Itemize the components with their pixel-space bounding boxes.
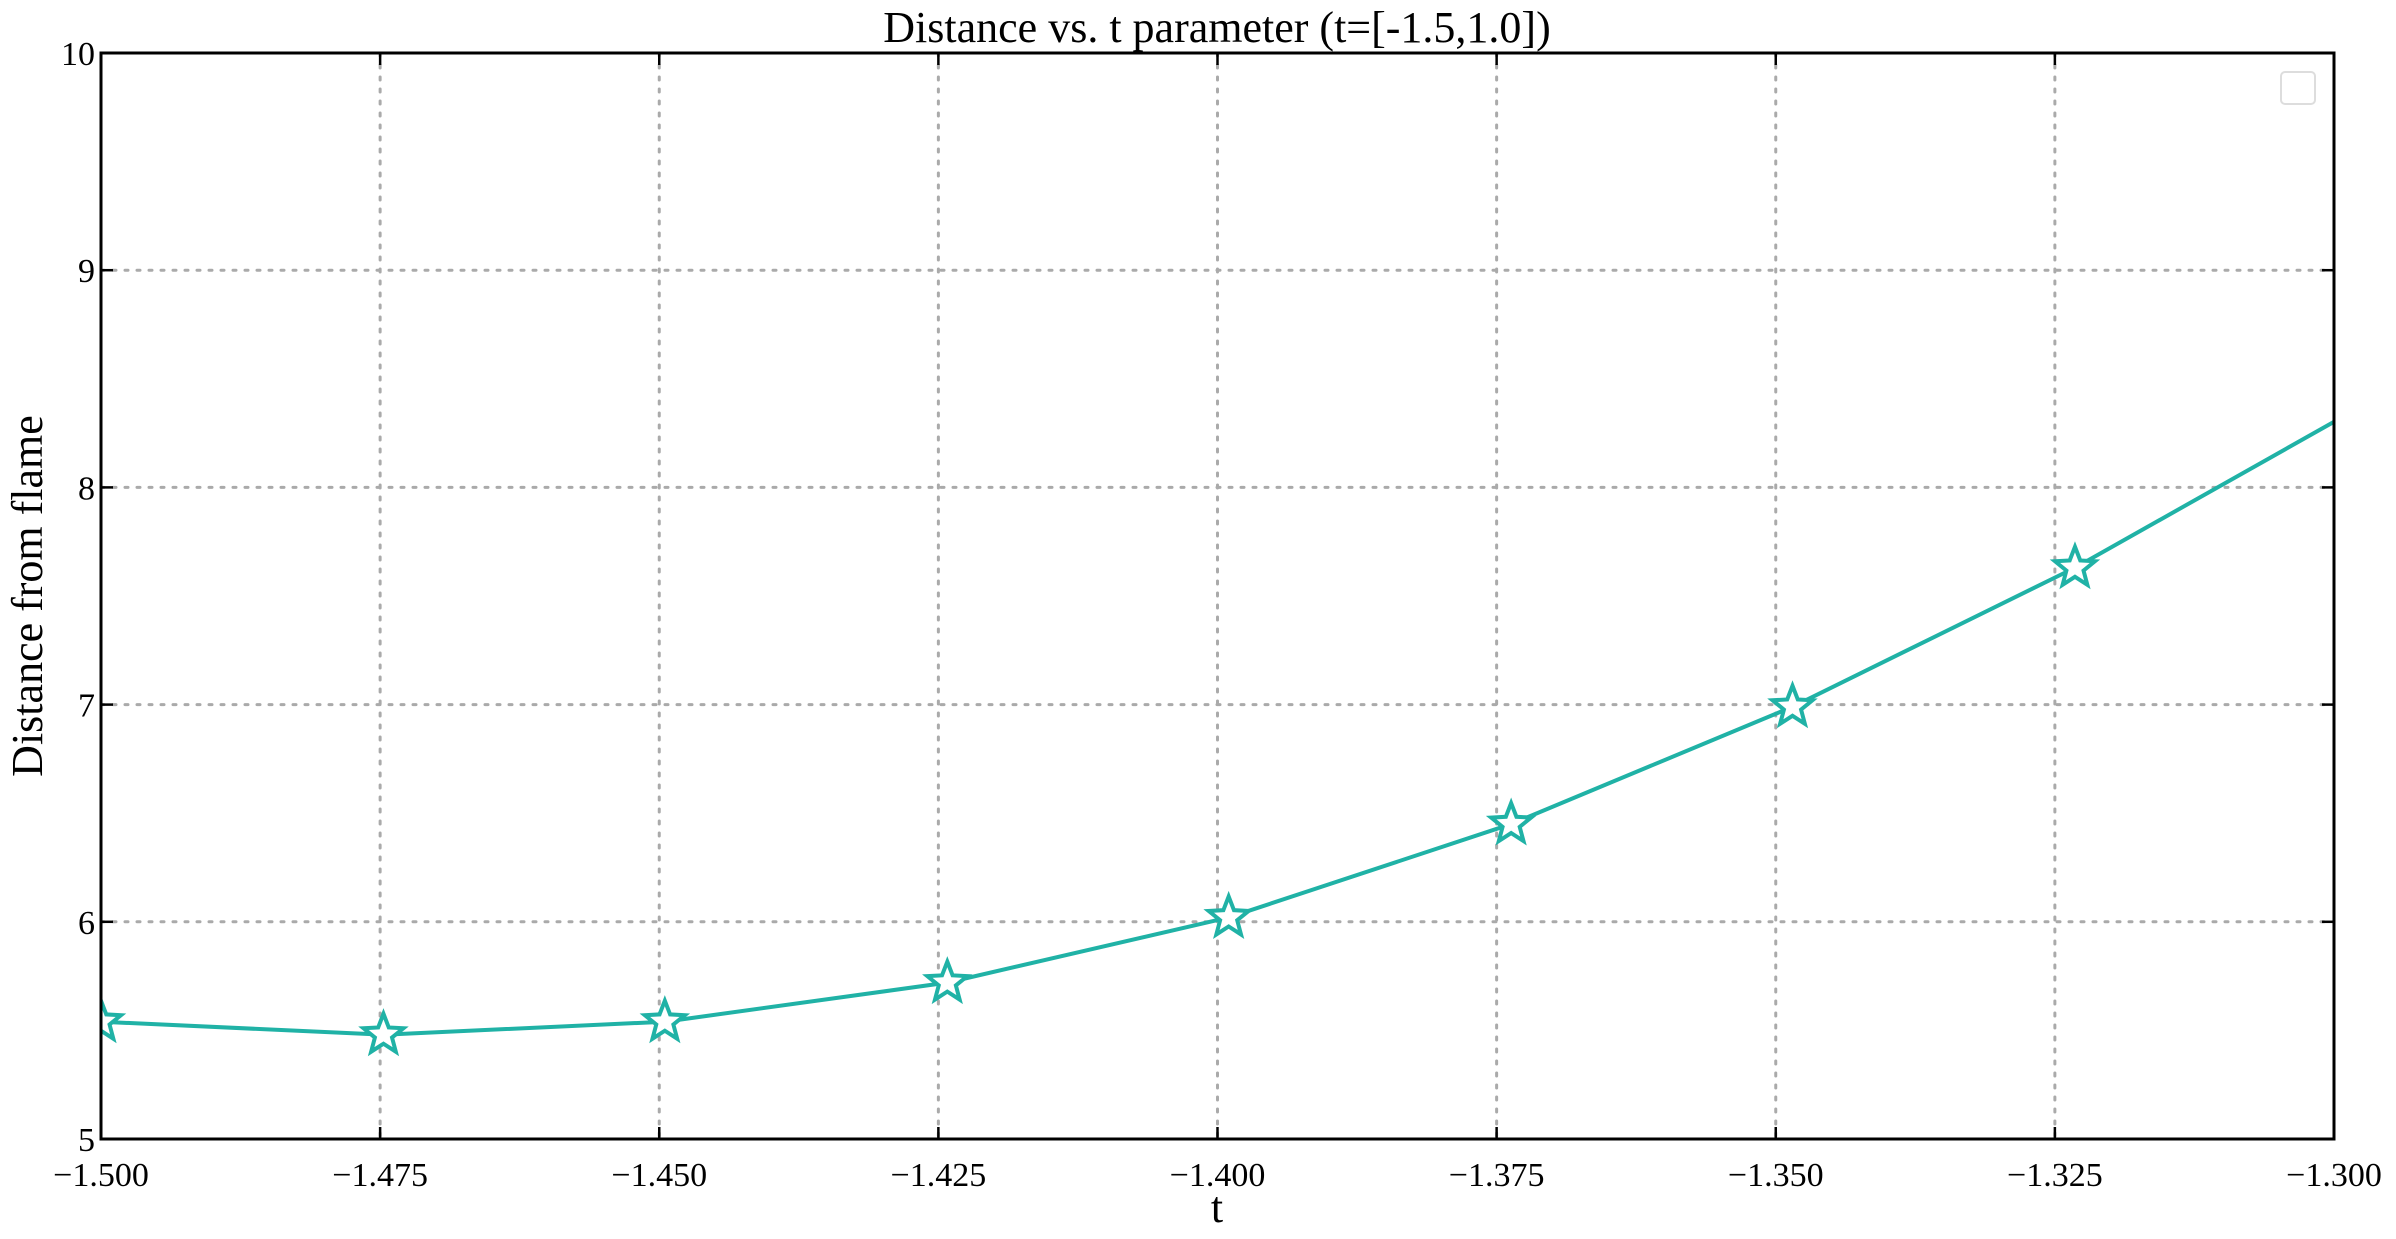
x-axis-label: t	[1211, 1183, 1223, 1232]
x-tick-label: −1.350	[1728, 1157, 1824, 1194]
data-point-star-marker	[1203, 890, 1254, 939]
y-tick-label: 6	[78, 905, 95, 942]
data-point-star-marker	[101, 995, 127, 1044]
x-tick-label: −1.425	[891, 1157, 987, 1194]
x-tick-label: −1.400	[1170, 1157, 1266, 1194]
tick-marks	[99, 51, 2336, 1141]
y-tick-label: 5	[78, 1122, 95, 1159]
y-tick-label: 8	[78, 470, 95, 507]
series-layer	[101, 419, 2334, 1057]
x-tick-label: −1.325	[2007, 1157, 2103, 1194]
x-tick-label: −1.300	[2286, 1157, 2382, 1194]
x-tick-labels: −1.500 −1.475 −1.450 −1.425 −1.400 −1.375 −1.3…	[53, 1157, 2382, 1194]
data-point-star-marker	[922, 956, 973, 1005]
grid-lines	[99, 51, 2336, 1141]
x-tick-label: −1.475	[332, 1157, 428, 1194]
series-line	[101, 419, 2334, 1037]
y-axis-label: Distance from flame	[3, 415, 52, 777]
chart-title: Distance vs. t parameter (t=[-1.5,1.0])	[883, 3, 1550, 52]
y-tick-labels: 5 6 7 8 9 10	[61, 36, 95, 1159]
y-tick-label: 7	[78, 688, 95, 725]
data-point-star-marker	[358, 1008, 409, 1057]
legend-box	[2280, 71, 2316, 105]
data-point-star-marker	[639, 995, 691, 1044]
y-tick-label: 10	[61, 36, 95, 73]
x-tick-label: −1.450	[611, 1157, 707, 1194]
data-point-star-marker	[1485, 797, 1537, 846]
x-tick-label: −1.375	[1449, 1157, 1545, 1194]
data-point-star-marker	[2049, 541, 2101, 590]
data-point-star-marker	[1767, 680, 1818, 729]
y-tick-label: 9	[78, 253, 95, 290]
x-tick-label: −1.500	[53, 1157, 149, 1194]
